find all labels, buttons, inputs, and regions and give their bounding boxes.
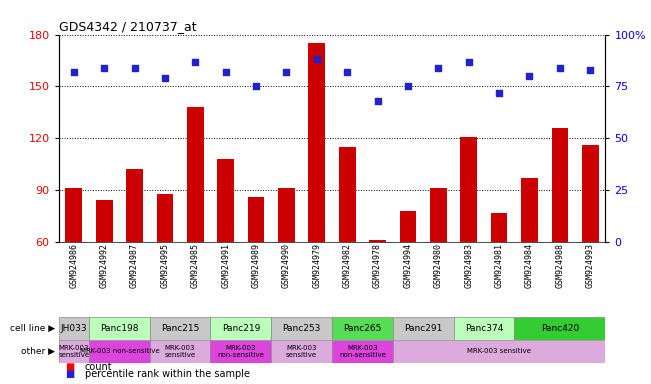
Text: GSM924990: GSM924990 <box>282 243 291 288</box>
Text: Panc265: Panc265 <box>343 324 381 333</box>
Text: GSM924994: GSM924994 <box>404 243 413 288</box>
Bar <box>150 317 210 340</box>
Bar <box>271 317 332 340</box>
Point <box>130 65 140 71</box>
Text: Panc420: Panc420 <box>541 324 579 333</box>
Bar <box>393 340 605 363</box>
Text: GSM924993: GSM924993 <box>586 243 595 288</box>
Text: GSM924978: GSM924978 <box>373 243 382 288</box>
Bar <box>210 340 271 363</box>
Text: GSM924988: GSM924988 <box>555 243 564 288</box>
Bar <box>551 128 568 242</box>
Text: count: count <box>85 362 112 372</box>
Text: MRK-003
non-sensitive: MRK-003 non-sensitive <box>339 345 386 358</box>
Point <box>251 83 261 89</box>
Point <box>464 58 474 65</box>
Bar <box>150 340 210 363</box>
Text: percentile rank within the sample: percentile rank within the sample <box>85 369 249 379</box>
Bar <box>59 317 89 340</box>
Bar <box>156 194 173 242</box>
Point <box>524 73 534 79</box>
Bar <box>400 211 417 242</box>
Bar <box>96 200 113 242</box>
Text: Panc219: Panc219 <box>222 324 260 333</box>
Text: JH033: JH033 <box>61 324 87 333</box>
Text: other ▶: other ▶ <box>21 347 55 356</box>
Bar <box>89 340 150 363</box>
Text: MRK-003
sensitive: MRK-003 sensitive <box>165 345 196 358</box>
Point <box>221 69 231 75</box>
Bar <box>393 317 454 340</box>
Text: GSM924987: GSM924987 <box>130 243 139 288</box>
Text: MRK-003
non-sensitive: MRK-003 non-sensitive <box>217 345 264 358</box>
Point <box>190 58 201 65</box>
Point <box>159 75 170 81</box>
Point <box>555 65 565 71</box>
Bar <box>217 159 234 242</box>
Bar <box>454 317 514 340</box>
Point <box>433 65 443 71</box>
Bar <box>339 147 355 242</box>
Point <box>99 65 109 71</box>
Bar <box>65 189 82 242</box>
Bar <box>59 340 89 363</box>
Text: GSM924989: GSM924989 <box>251 243 260 288</box>
Point <box>312 56 322 63</box>
Bar <box>460 137 477 242</box>
Point <box>342 69 352 75</box>
Text: GSM924982: GSM924982 <box>342 243 352 288</box>
Bar <box>369 240 386 242</box>
Bar <box>309 43 326 242</box>
Point <box>281 69 292 75</box>
Text: GSM924979: GSM924979 <box>312 243 322 288</box>
Text: Panc253: Panc253 <box>283 324 321 333</box>
Text: GSM924992: GSM924992 <box>100 243 109 288</box>
Bar <box>332 340 393 363</box>
Text: cell line ▶: cell line ▶ <box>10 324 55 333</box>
Bar <box>271 340 332 363</box>
Bar <box>187 107 204 242</box>
Text: ■: ■ <box>65 362 74 372</box>
Bar <box>514 317 605 340</box>
Bar <box>278 189 295 242</box>
Text: ■: ■ <box>65 369 74 379</box>
Text: GSM924984: GSM924984 <box>525 243 534 288</box>
Text: GSM924991: GSM924991 <box>221 243 230 288</box>
Bar <box>210 317 271 340</box>
Point <box>68 69 79 75</box>
Point <box>403 83 413 89</box>
Text: Panc291: Panc291 <box>404 324 442 333</box>
Text: Panc198: Panc198 <box>100 324 139 333</box>
Text: GSM924986: GSM924986 <box>69 243 78 288</box>
Point <box>585 67 596 73</box>
Bar <box>89 317 150 340</box>
Text: GSM924985: GSM924985 <box>191 243 200 288</box>
Text: MRK-003
sensitive: MRK-003 sensitive <box>58 345 89 358</box>
Bar <box>491 213 508 242</box>
Point <box>494 89 505 96</box>
Bar <box>521 178 538 242</box>
Text: MRK-003 sensitive: MRK-003 sensitive <box>467 348 531 354</box>
Bar <box>582 145 599 242</box>
Bar <box>126 169 143 242</box>
Text: GSM924980: GSM924980 <box>434 243 443 288</box>
Text: Panc374: Panc374 <box>465 324 503 333</box>
Point <box>372 98 383 104</box>
Bar <box>332 317 393 340</box>
Text: GSM924981: GSM924981 <box>495 243 504 288</box>
Text: MRK-003
sensitive: MRK-003 sensitive <box>286 345 317 358</box>
Text: GSM924995: GSM924995 <box>160 243 169 288</box>
Text: GDS4342 / 210737_at: GDS4342 / 210737_at <box>59 20 196 33</box>
Text: Panc215: Panc215 <box>161 324 199 333</box>
Bar <box>247 197 264 242</box>
Text: GSM924983: GSM924983 <box>464 243 473 288</box>
Text: MRK-003 non-sensitive: MRK-003 non-sensitive <box>79 348 159 354</box>
Bar <box>430 189 447 242</box>
